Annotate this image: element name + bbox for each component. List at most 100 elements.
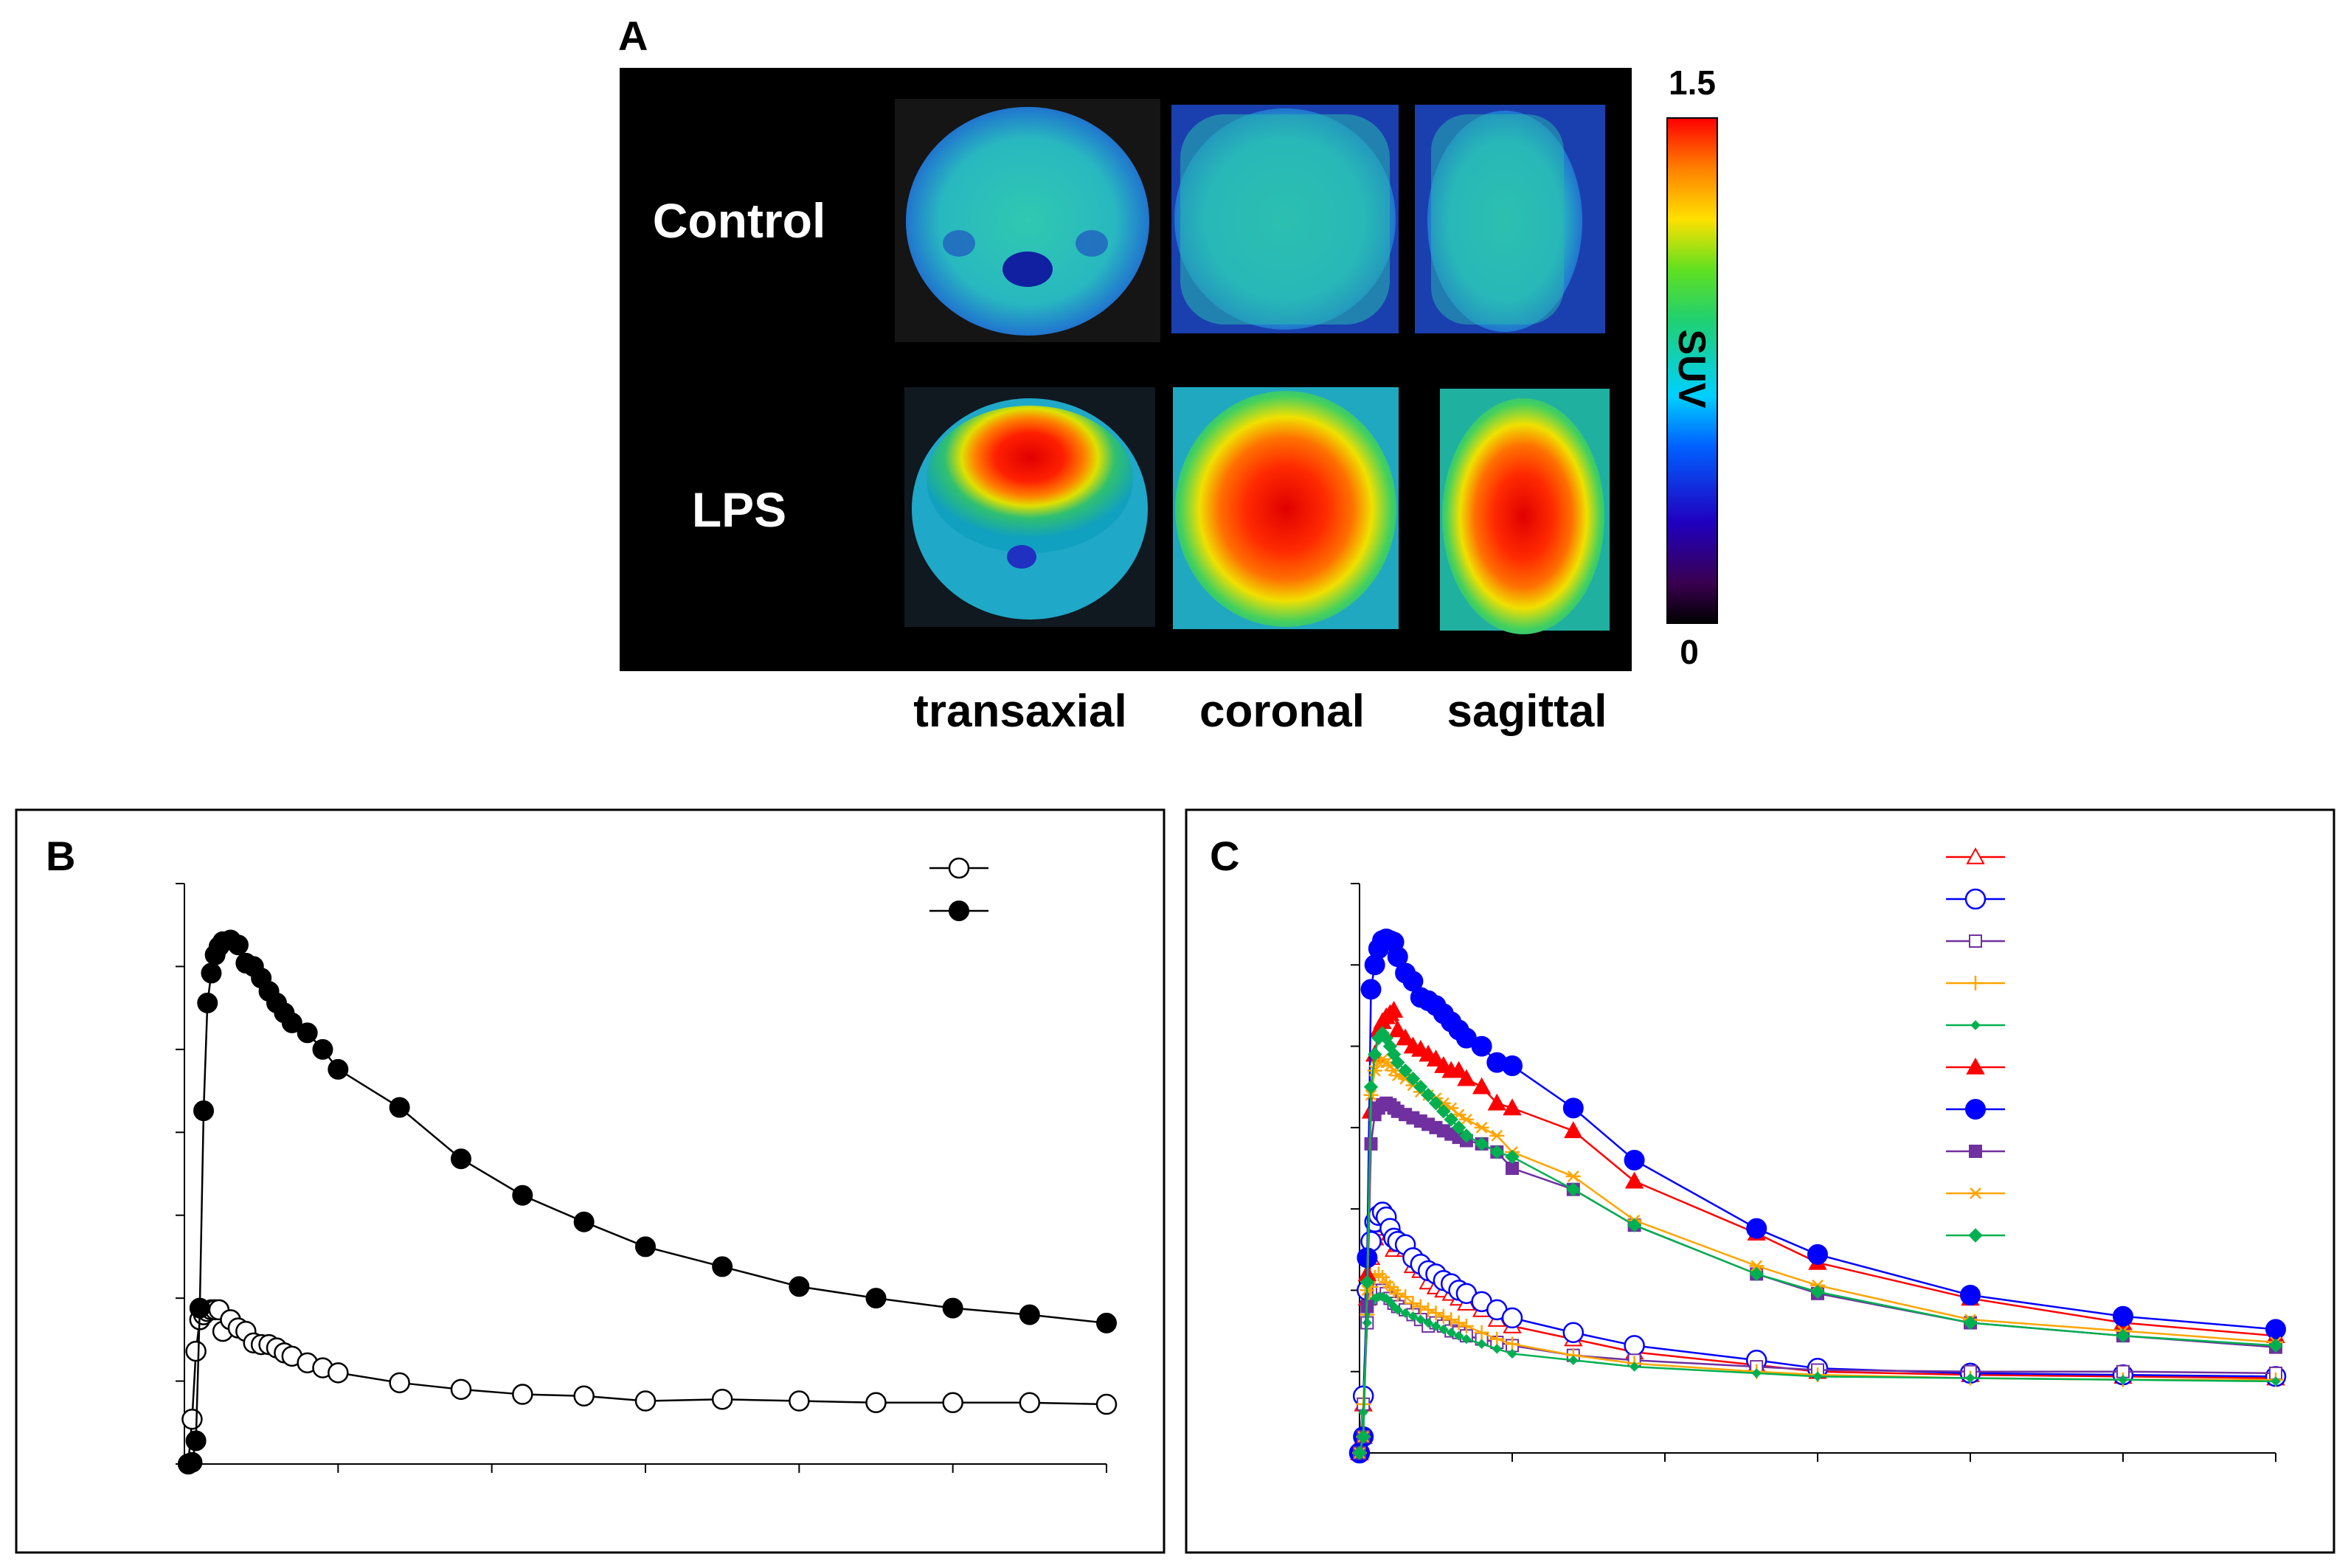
data-point (865, 1288, 887, 1309)
lps-transaxial-image (904, 387, 1155, 627)
data-point (1453, 1331, 1464, 1341)
data-point (1502, 1055, 1523, 1077)
legend-entry (1946, 1020, 2005, 1030)
legend-entry (1946, 934, 2005, 948)
lps-sagittal-image (1440, 389, 1610, 634)
data-point (1965, 1373, 1975, 1384)
data-point (634, 1390, 657, 1412)
panel-b: B (15, 808, 1166, 1554)
data-point (193, 1100, 215, 1122)
data-point (297, 1022, 318, 1044)
legend-entry (1946, 1099, 2005, 1120)
data-point (865, 1392, 887, 1414)
legend-entry (929, 901, 988, 921)
control-sagittal-image (1415, 105, 1605, 333)
data-point (1471, 1035, 1492, 1057)
legend-marker (948, 857, 970, 879)
data-point (1963, 1315, 1978, 1331)
data-point (181, 1451, 203, 1473)
data-point (1562, 1097, 1584, 1119)
data-point (328, 1058, 349, 1080)
data-point (635, 1236, 656, 1257)
data-point (185, 1430, 207, 1451)
data-point (2271, 1376, 2281, 1387)
data-point (185, 1340, 207, 1362)
data-point (1505, 1149, 1520, 1165)
panel-a: A Control LPS (618, 13, 1718, 737)
data-point (281, 1012, 302, 1033)
data-point (1624, 1335, 1645, 1356)
data-point (1472, 1077, 1492, 1095)
data-point (1960, 1285, 1981, 1306)
data-point (1382, 1280, 1398, 1295)
legend-marker (1969, 934, 1982, 948)
data-point (1812, 1371, 1823, 1382)
data-point (1436, 1308, 1451, 1324)
data-point (1405, 1071, 1421, 1086)
data-point (1624, 1171, 1644, 1189)
data-point (1356, 1429, 1371, 1444)
data-point (227, 934, 249, 956)
legend-marker (949, 901, 969, 921)
legend-entry (1946, 1145, 2005, 1158)
row-label-lps: LPS (692, 482, 786, 537)
data-point (1384, 1000, 1404, 1018)
legend-entry (1946, 888, 2005, 910)
data-point (1451, 1120, 1466, 1135)
colorbar-suv-label: SUV (1670, 330, 1713, 409)
legend-entry (1946, 976, 2005, 991)
data-point (1457, 1069, 1476, 1086)
data-point (1474, 1325, 1489, 1340)
series-lps-cerebellum (1352, 1026, 2283, 1460)
data-point (1426, 1050, 1446, 1067)
data-point (1476, 1339, 1487, 1349)
data-point (1400, 1308, 1410, 1319)
data-point (1416, 1314, 1426, 1325)
data-point (512, 1384, 533, 1405)
data-point (1096, 1312, 1117, 1333)
data-point (1489, 1145, 1505, 1159)
suv-colorbar (1666, 117, 1718, 624)
data-point (1019, 1304, 1040, 1325)
data-point (1360, 1274, 1375, 1290)
data-point (1095, 1393, 1118, 1415)
data-point (2265, 1319, 2286, 1340)
data-point (1413, 1299, 1428, 1314)
data-point (1503, 1098, 1522, 1116)
data-point (1421, 1088, 1436, 1103)
legend-entry (1946, 1187, 2005, 1199)
colorbar-min-label: 0 (1680, 633, 1699, 671)
data-point (1398, 1289, 1413, 1305)
legend-marker (1968, 1228, 1983, 1243)
data-point (1449, 1061, 1469, 1078)
data-point (1751, 1368, 1762, 1378)
data-point (328, 1362, 349, 1384)
legend-entry (1946, 1228, 2005, 1243)
data-point (1396, 1028, 1415, 1046)
data-point (1627, 1218, 1642, 1232)
data-point (1562, 1322, 1585, 1344)
control-coronal-image (1171, 105, 1399, 333)
panel-c-letter: C (1210, 833, 1239, 879)
data-point (1810, 1284, 1825, 1300)
data-point (789, 1390, 810, 1412)
lps-coronal-image (1173, 387, 1399, 629)
data-point (1746, 1218, 1767, 1239)
data-point (1566, 1182, 1581, 1197)
data-point (1436, 1104, 1451, 1119)
view-label-sagittal: sagittal (1447, 686, 1607, 737)
data-point (1459, 1128, 1474, 1143)
data-point (942, 1297, 963, 1319)
data-point (1398, 1063, 1413, 1078)
data-point (1507, 1348, 1517, 1359)
series-control-thalamus (1348, 1201, 2287, 1464)
data-point (1367, 1047, 1382, 1062)
data-point (1749, 1260, 1765, 1272)
data-point (1807, 1243, 1828, 1265)
data-point (789, 1276, 810, 1297)
data-point (1363, 1080, 1379, 1095)
data-point (181, 1409, 203, 1430)
data-point (1501, 1307, 1523, 1329)
data-point (711, 1389, 733, 1410)
